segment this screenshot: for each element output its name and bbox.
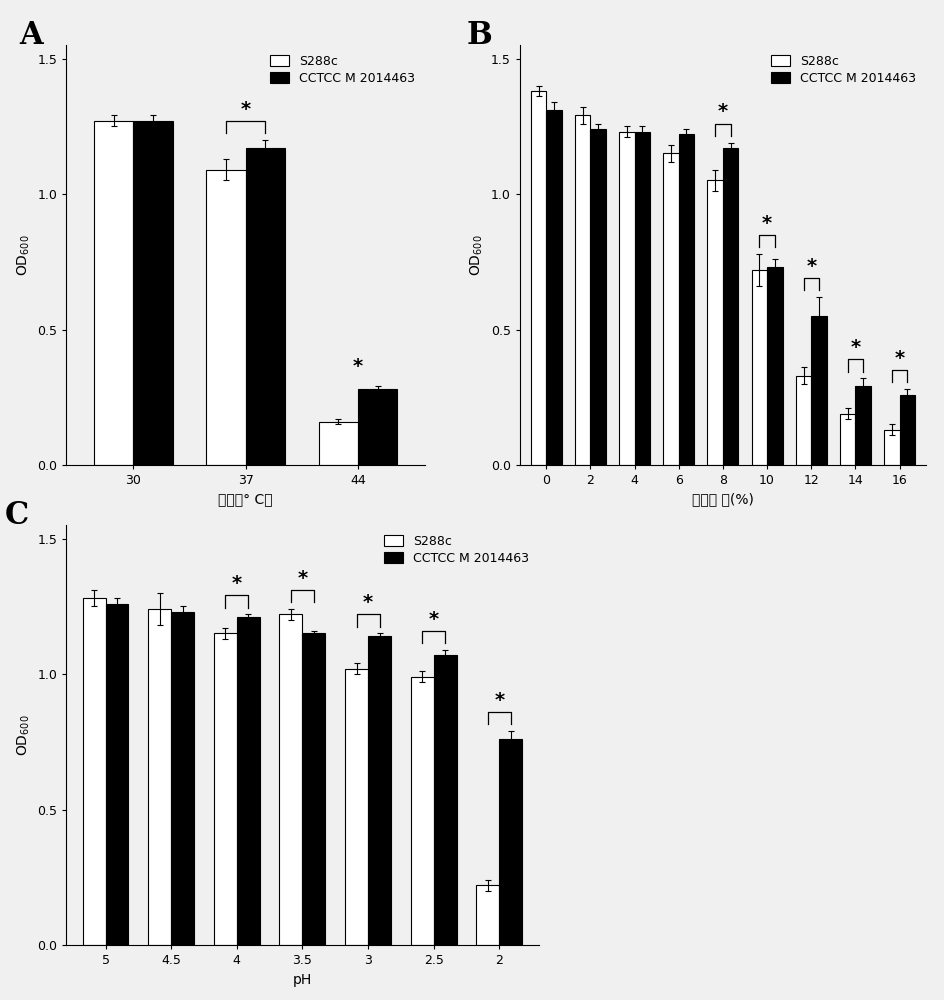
Bar — [302, 633, 325, 945]
Text: *: * — [805, 257, 816, 276]
Bar — [574, 115, 590, 465]
Bar — [148, 609, 171, 945]
Text: *: * — [717, 102, 727, 121]
Y-axis label: OD$_{600}$: OD$_{600}$ — [15, 234, 31, 276]
Text: *: * — [850, 338, 860, 357]
Bar — [345, 669, 367, 945]
Bar — [634, 132, 649, 465]
Bar — [367, 636, 391, 945]
Bar — [707, 180, 722, 465]
Bar — [854, 386, 870, 465]
Bar — [767, 267, 782, 465]
Text: A: A — [20, 20, 43, 51]
Bar — [531, 91, 546, 465]
Bar — [206, 170, 245, 465]
Text: *: * — [352, 357, 362, 376]
Bar — [476, 885, 498, 945]
Bar — [279, 614, 302, 945]
Bar — [358, 389, 396, 465]
Bar — [433, 655, 456, 945]
Legend: S288c, CCTCC M 2014463: S288c, CCTCC M 2014463 — [767, 51, 919, 88]
Legend: S288c, CCTCC M 2014463: S288c, CCTCC M 2014463 — [379, 531, 531, 568]
Bar — [884, 430, 899, 465]
Bar — [546, 110, 561, 465]
Bar — [213, 633, 237, 945]
Y-axis label: OD$_{600}$: OD$_{600}$ — [468, 234, 484, 276]
Bar — [810, 316, 826, 465]
Bar — [899, 395, 914, 465]
Text: *: * — [231, 574, 242, 593]
Bar — [750, 270, 767, 465]
X-axis label: 温度（° C）: 温度（° C） — [218, 493, 273, 507]
Bar — [663, 153, 678, 465]
Bar — [618, 132, 634, 465]
Bar — [839, 414, 854, 465]
Bar — [237, 617, 260, 945]
Bar — [795, 376, 810, 465]
Bar — [590, 129, 605, 465]
Bar — [498, 739, 522, 945]
Bar — [106, 604, 128, 945]
Bar — [318, 422, 358, 465]
Text: *: * — [297, 569, 307, 588]
Bar — [82, 598, 106, 945]
Y-axis label: OD$_{600}$: OD$_{600}$ — [15, 714, 31, 756]
Text: B: B — [466, 20, 492, 51]
Bar — [411, 677, 433, 945]
Bar — [94, 121, 133, 465]
Bar — [133, 121, 173, 465]
Bar — [171, 612, 194, 945]
Legend: S288c, CCTCC M 2014463: S288c, CCTCC M 2014463 — [266, 51, 418, 88]
Text: *: * — [429, 610, 438, 629]
Text: *: * — [241, 100, 250, 119]
Text: *: * — [761, 214, 771, 233]
Text: *: * — [494, 691, 504, 710]
Bar — [722, 148, 737, 465]
Bar — [245, 148, 285, 465]
X-axis label: 乙醇浓 度(%): 乙醇浓 度(%) — [691, 493, 753, 507]
Bar — [678, 134, 694, 465]
Text: *: * — [894, 349, 903, 368]
Text: C: C — [5, 500, 29, 531]
Text: *: * — [362, 593, 373, 612]
X-axis label: pH: pH — [293, 973, 312, 987]
